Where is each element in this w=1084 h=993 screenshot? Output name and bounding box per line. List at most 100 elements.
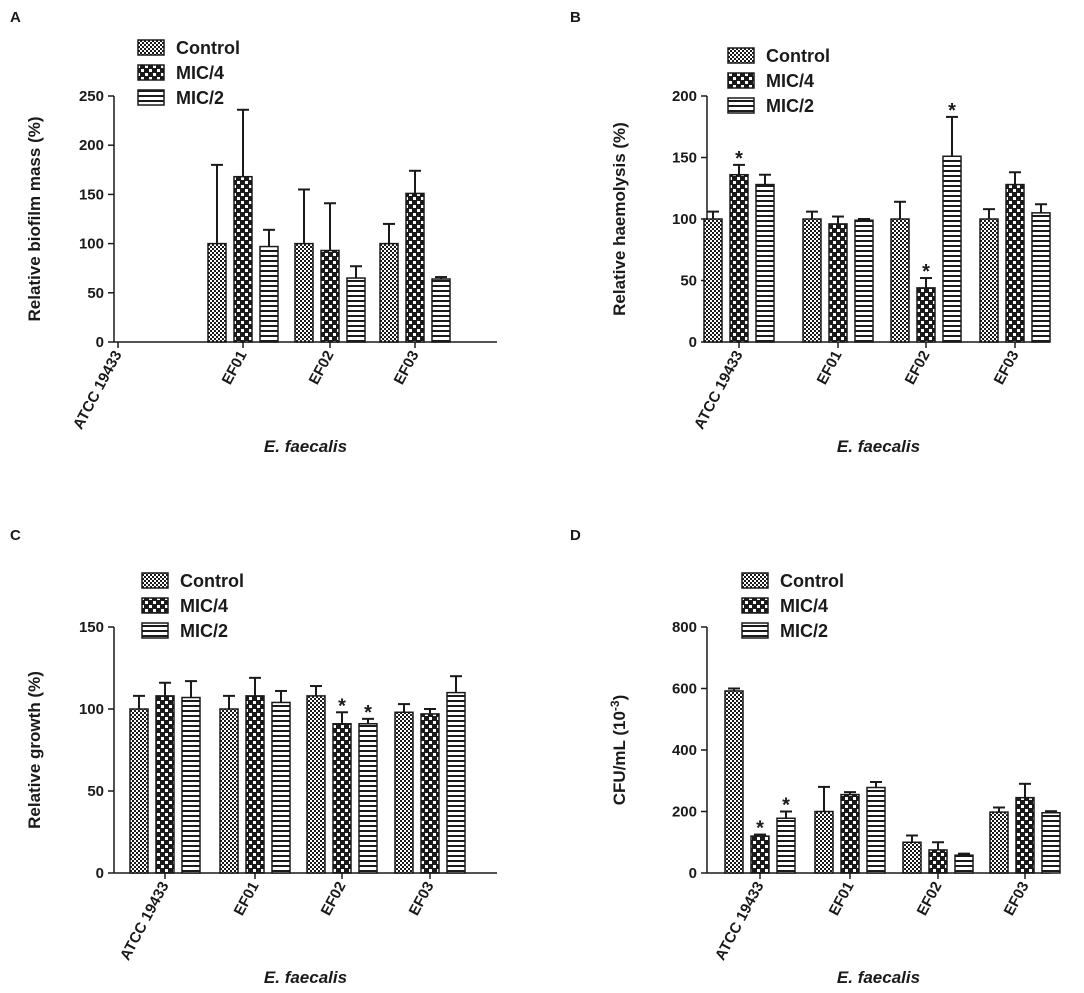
- bar-control-1: [219, 708, 239, 874]
- bar-control-0: [129, 708, 149, 874]
- bar-control-0: [703, 218, 723, 343]
- legend-swatch: [137, 89, 165, 106]
- x-tick-label: ATCC 19433: [117, 879, 173, 963]
- bar-control-2: [306, 695, 326, 874]
- x-tick-label: EF03: [1001, 879, 1033, 919]
- bar-control-2: [902, 841, 922, 874]
- bar-control-0: [724, 690, 744, 874]
- bar-control-2: [294, 242, 314, 343]
- panel-letter: B: [570, 9, 581, 26]
- significance-marker: *: [782, 795, 790, 817]
- bar-mic-4-1: [245, 695, 265, 874]
- bar-mic-4-2: [332, 723, 352, 874]
- y-tick-label: 200: [672, 804, 697, 821]
- bar-mic-2-3: [1041, 811, 1061, 874]
- bar-mic-4-2: [320, 249, 340, 343]
- x-tick-label: ATCC 19433: [691, 348, 747, 432]
- bar-mic-2-0: [755, 183, 775, 343]
- panel-letter: D: [570, 527, 581, 544]
- y-tick-label: 150: [79, 619, 104, 636]
- legend-swatch: [137, 64, 165, 81]
- y-tick-label: 400: [672, 742, 697, 759]
- significance-marker: *: [364, 702, 372, 724]
- bar-mic-4-1: [840, 793, 860, 874]
- legend-label: Control: [176, 38, 240, 58]
- significance-marker: *: [735, 148, 743, 170]
- y-tick-label: 100: [79, 701, 104, 718]
- bar-mic-2-2: [346, 277, 366, 343]
- bar-control-1: [802, 218, 822, 343]
- legend-label: MIC/2: [780, 621, 828, 641]
- legend-label: MIC/4: [766, 71, 814, 91]
- legend-swatch: [141, 622, 169, 639]
- legend-swatch: [141, 597, 169, 614]
- x-axis-title: E. faecalis: [264, 968, 347, 987]
- significance-marker: *: [948, 100, 956, 122]
- y-axis-title: CFU/mL (10-3): [608, 695, 629, 806]
- y-tick-label: 50: [87, 783, 104, 800]
- y-tick-label: 200: [672, 88, 697, 105]
- y-tick-label: 800: [672, 619, 697, 636]
- legend-label: MIC/4: [180, 596, 228, 616]
- bar-mic-4-3: [1015, 796, 1035, 874]
- x-tick-label: EF02: [902, 348, 934, 388]
- legend-swatch: [741, 572, 769, 589]
- x-tick-label: EF03: [406, 879, 438, 919]
- legend-label: MIC/2: [176, 88, 224, 108]
- bar-mic-2-1: [854, 219, 874, 343]
- bar-mic-2-0: [181, 696, 201, 874]
- legend-label: Control: [780, 571, 844, 591]
- significance-marker: *: [922, 261, 930, 283]
- x-tick-label: EF02: [306, 348, 338, 388]
- legend-swatch: [141, 572, 169, 589]
- bar-control-1: [207, 242, 227, 343]
- bar-mic-4-3: [1005, 183, 1025, 343]
- bar-mic-2-1: [271, 701, 291, 874]
- y-axis-title: Relative growth (%): [25, 671, 44, 829]
- bar-mic-2-3: [446, 691, 466, 874]
- bar-mic-2-2: [942, 155, 962, 343]
- x-axis-title: E. faecalis: [837, 437, 920, 456]
- y-tick-label: 200: [79, 137, 104, 154]
- y-tick-label: 50: [680, 273, 697, 290]
- bar-mic-4-0: [729, 173, 749, 343]
- x-tick-label: ATCC 19433: [70, 348, 126, 432]
- legend-swatch: [741, 597, 769, 614]
- x-tick-label: EF02: [914, 879, 946, 919]
- bar-mic-2-1: [259, 245, 279, 343]
- panel-letter: C: [10, 527, 21, 544]
- bar-control-2: [890, 218, 910, 343]
- x-tick-label: EF01: [814, 348, 846, 388]
- x-tick-label: EF01: [826, 879, 858, 919]
- y-tick-label: 600: [672, 681, 697, 698]
- legend-swatch: [727, 47, 755, 64]
- x-tick-label: EF01: [231, 879, 263, 919]
- x-axis-title: E. faecalis: [837, 968, 920, 987]
- legend-label: Control: [180, 571, 244, 591]
- bar-mic-4-0: [155, 695, 175, 874]
- bar-mic-2-0: [776, 817, 796, 874]
- legend-label: MIC/4: [780, 596, 828, 616]
- legend-swatch: [727, 72, 755, 89]
- significance-marker: *: [756, 818, 764, 840]
- chart-panel-B: B 0 50 100 150 200 Relative haemolysis (%) ATCC…: [570, 9, 1051, 456]
- x-axis-title: E. faecalis: [264, 437, 347, 456]
- y-axis-title: Relative biofilm mass (%): [25, 116, 44, 321]
- y-tick-label: 0: [96, 865, 104, 882]
- y-axis-title: Relative haemolysis (%): [610, 122, 629, 316]
- y-tick-label: 250: [79, 88, 104, 105]
- bar-mic-4-3: [405, 192, 425, 343]
- x-tick-label: EF02: [318, 879, 350, 919]
- bar-mic-2-2: [954, 854, 974, 874]
- bar-mic-4-3: [420, 713, 440, 874]
- bar-mic-4-2: [928, 849, 948, 874]
- x-tick-label: EF01: [219, 348, 251, 388]
- legend-label: MIC/2: [766, 96, 814, 116]
- y-tick-label: 150: [79, 186, 104, 203]
- x-tick-label: EF03: [991, 348, 1023, 388]
- bar-control-3: [379, 242, 399, 343]
- y-tick-label: 100: [79, 236, 104, 253]
- bar-mic-2-3: [431, 278, 451, 343]
- bar-mic-4-1: [233, 175, 253, 343]
